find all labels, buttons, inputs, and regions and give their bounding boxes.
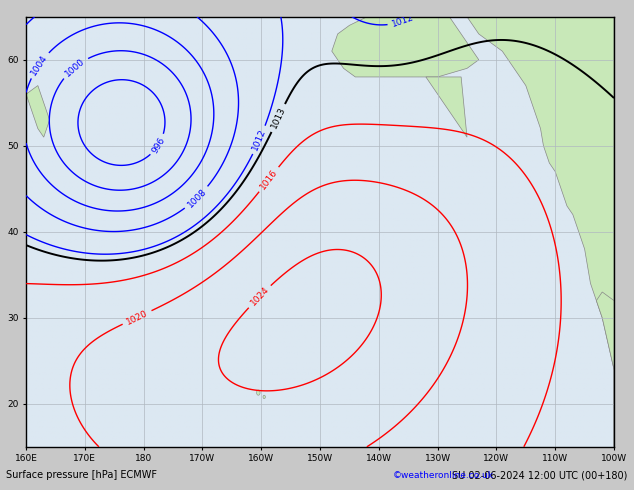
Polygon shape <box>597 292 614 369</box>
Text: Surface pressure [hPa] ECMWF: Surface pressure [hPa] ECMWF <box>6 470 157 480</box>
Text: 1016: 1016 <box>258 168 280 191</box>
Text: 1020: 1020 <box>125 308 150 326</box>
Circle shape <box>257 390 260 395</box>
Text: SU 02-06-2024 12:00 UTC (00+180): SU 02-06-2024 12:00 UTC (00+180) <box>452 470 628 480</box>
Text: 1024: 1024 <box>249 285 271 308</box>
Polygon shape <box>467 17 614 447</box>
Text: 1012: 1012 <box>251 128 268 152</box>
Text: 1000: 1000 <box>63 56 86 78</box>
Text: 1004: 1004 <box>29 53 49 77</box>
Polygon shape <box>332 17 479 77</box>
Polygon shape <box>426 77 467 137</box>
Text: 1013: 1013 <box>269 106 287 130</box>
Text: 1008: 1008 <box>186 187 208 209</box>
Text: 996: 996 <box>150 135 167 155</box>
Text: ©weatheronline.co.uk: ©weatheronline.co.uk <box>393 471 494 480</box>
Circle shape <box>263 395 266 399</box>
Polygon shape <box>26 86 49 137</box>
Text: 1012: 1012 <box>391 13 415 29</box>
